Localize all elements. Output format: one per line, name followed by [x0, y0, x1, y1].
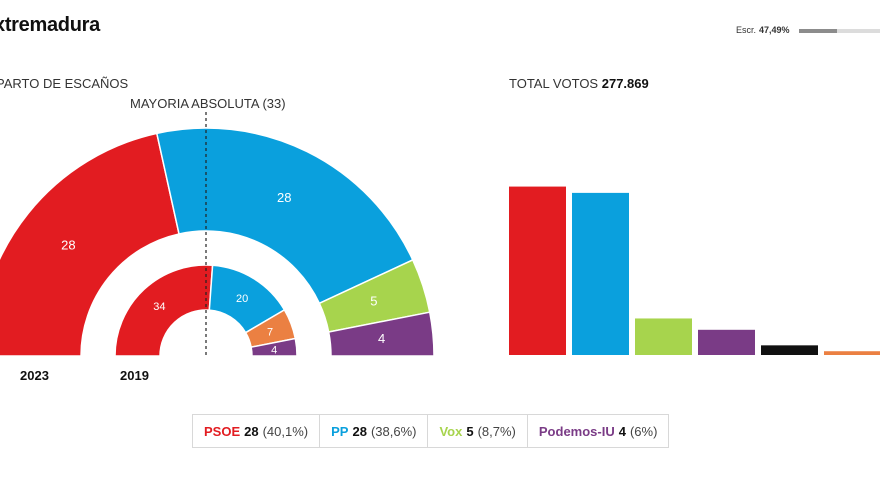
legend-seats: 28: [352, 423, 367, 439]
seat-value-label: 20: [236, 293, 248, 305]
legend-party: Podemos-IU: [538, 423, 615, 439]
escrutinio-progress-bar: [799, 29, 880, 33]
seat-value-label: 4: [378, 331, 385, 346]
legend-party: PP: [331, 423, 349, 439]
legend-party: PSOE: [204, 423, 241, 439]
ring-year-label: 2023: [20, 368, 49, 383]
legend-party: Vox: [439, 423, 463, 439]
vote-bar-psoe: [509, 186, 566, 355]
legend-seats: 4: [618, 423, 626, 439]
seat-slice-2019-podemos-iu: [250, 337, 298, 357]
seat-slice-2023-pp: [155, 127, 414, 305]
legend-item-pp: PP 28 (38,6%): [320, 415, 429, 447]
vote-bar-podemos-iu: [698, 329, 755, 355]
seat-value-label: 28: [61, 237, 75, 252]
votes-section-title: TOTAL VOTOS 277.869: [509, 76, 649, 91]
seat-value-label: 28: [277, 190, 291, 205]
ring-year-label: 2019: [120, 368, 149, 383]
seats-section-title: PARTO DE ESCAÑOS: [0, 76, 129, 91]
vote-bar-pp: [572, 192, 629, 355]
legend-percent: (38,6%): [370, 423, 417, 439]
seat-value-label: 5: [370, 293, 377, 308]
seat-slice-2019-psoe: [114, 264, 214, 357]
escrutinio-value: 47,49%: [759, 25, 790, 35]
seat-slice-2023-psoe: [0, 132, 180, 357]
legend-percent: (8,7%): [477, 423, 516, 439]
seat-value-label: 34: [153, 301, 165, 313]
legend-seats: 5: [466, 423, 474, 439]
results-legend: PSOE 28 (40,1%) PP 28 (38,6%) Vox 5 (8,7%) Podemo…: [192, 414, 670, 448]
escrutinio-label: Escr.: [736, 25, 757, 35]
vote-bar-other-4: [761, 345, 818, 355]
legend-percent: (40,1%): [262, 423, 309, 439]
seat-value-label: 7: [267, 327, 273, 339]
votes-label: TOTAL VOTOS: [509, 76, 599, 91]
seat-slice-2023-podemos-iu: [327, 311, 435, 357]
legend-percent: (6%): [629, 423, 658, 439]
escrutinio-indicator: Escr. 47,49%: [736, 25, 790, 35]
legend-item-psoe: PSOE 28 (40,1%): [193, 415, 321, 447]
escrutinio-progress-fill: [799, 29, 838, 33]
seat-value-label: 4: [271, 344, 277, 356]
vote-bar-vox: [635, 318, 692, 355]
legend-seats: 28: [244, 423, 259, 439]
page-title: xtremadura: [0, 14, 100, 36]
majority-label: MAYORIA ABSOLUTA (33): [130, 96, 286, 111]
legend-item-vox: Vox 5 (8,7%): [428, 415, 528, 447]
legend-item-podemos-iu: Podemos-IU 4 (6%): [528, 415, 669, 447]
vote-bar-other-5: [824, 351, 880, 355]
votes-total: 277.869: [601, 76, 649, 91]
